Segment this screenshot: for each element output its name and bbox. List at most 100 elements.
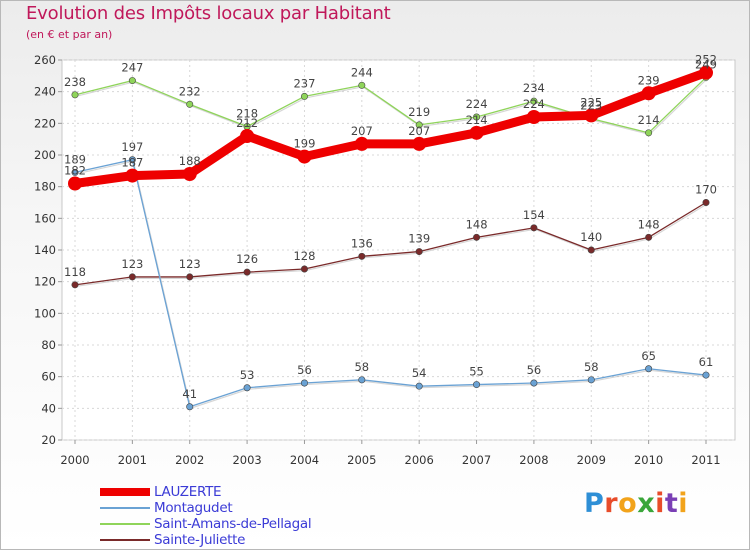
data-label-sainte-juliette: 148 [638,217,660,231]
data-label-saint-amans-de-pellagal: 234 [523,81,545,95]
y-tick-label: 260 [34,53,56,67]
data-point-saint-amans-de-pellagal [186,100,194,108]
data-label-lauzerte: 224 [523,97,545,111]
legend-swatch [100,539,150,541]
legend-item: Montagudet [100,500,360,516]
data-point-lauzerte [641,86,656,101]
chart-subtitle: (en € et par an) [26,28,113,41]
data-label-sainte-juliette: 128 [293,249,315,263]
chart-title: Evolution des Impôts locaux par Habitant [26,3,391,24]
data-point-montagudet [415,382,423,390]
legend-swatch [100,507,150,509]
data-point-sainte-juliette [186,273,194,281]
data-point-lauzerte [297,149,312,164]
data-point-montagudet [243,384,251,392]
x-tick-label: 2007 [462,453,491,467]
y-tick-label: 200 [34,148,56,162]
legend-swatch [100,523,150,525]
proxiti-logo: Proxiti [584,488,688,519]
data-point-saint-amans-de-pellagal [358,81,366,89]
logo-letter: t [664,488,679,519]
legend-label: Montagudet [154,500,233,516]
data-point-lauzerte [469,125,484,140]
x-tick-label: 2003 [232,453,261,467]
data-point-sainte-juliette [128,273,136,281]
y-tick-label: 160 [34,211,56,225]
data-label-sainte-juliette: 123 [121,257,143,271]
series-line-sainte-juliette [74,201,707,286]
data-label-sainte-juliette: 154 [523,208,545,222]
data-label-montagudet: 58 [584,360,599,374]
y-tick-label: 100 [34,306,56,320]
data-label-montagudet: 56 [527,363,542,377]
data-label-montagudet: 197 [121,140,143,154]
data-point-lauzerte [182,167,197,181]
data-label-lauzerte: 225 [580,95,602,109]
x-tick-label: 2005 [347,453,376,467]
data-label-lauzerte: 207 [351,124,373,138]
legend-label: LAUZERTE [154,484,222,500]
data-label-montagudet: 56 [297,363,312,377]
data-point-montagudet [645,365,653,373]
chart-legend: LAUZERTE Montagudet Saint-Amans-de-Pellaga… [100,484,360,548]
data-point-lauzerte [125,168,140,183]
data-label-montagudet: 58 [354,360,369,374]
data-point-montagudet [587,376,595,384]
data-label-sainte-juliette: 126 [236,252,258,266]
logo-letter: P [584,488,605,519]
data-label-montagudet: 61 [699,355,714,369]
data-label-saint-amans-de-pellagal: 218 [236,107,258,121]
x-tick-label: 2001 [118,453,147,467]
logo-letter: i [678,488,689,519]
x-tick-label: 2008 [519,453,548,467]
data-point-lauzerte [412,136,427,151]
y-tick-label: 180 [34,180,56,194]
data-point-sainte-juliette [473,233,481,241]
data-point-sainte-juliette [587,246,595,254]
data-point-saint-amans-de-pellagal [645,129,653,137]
data-point-montagudet [186,403,194,411]
y-tick-label: 140 [34,243,56,257]
legend-label: Saint-Amans-de-Pellagal [154,516,312,532]
data-point-saint-amans-de-pellagal [300,92,308,100]
data-point-saint-amans-de-pellagal [530,97,538,105]
x-tick-label: 2009 [577,453,606,467]
y-tick-label: 80 [41,338,56,352]
series-line-lauzerte [70,68,711,188]
data-point-saint-amans-de-pellagal [128,77,136,85]
data-label-montagudet: 53 [240,368,255,382]
data-label-montagudet: 54 [412,366,427,380]
data-point-montagudet [702,371,710,379]
data-label-lauzerte: 199 [293,137,315,151]
data-label-montagudet: 41 [182,387,197,401]
data-label-saint-amans-de-pellagal: 249 [695,57,717,71]
data-label-saint-amans-de-pellagal: 232 [179,84,201,98]
data-point-lauzerte [699,65,713,80]
data-point-lauzerte [354,136,369,151]
logo-letter: x [637,488,656,519]
data-point-lauzerte [526,110,541,124]
data-point-lauzerte [584,108,599,123]
data-label-lauzerte: 212 [236,116,258,130]
series-shadow-sainte-juliette [75,203,708,287]
data-label-saint-amans-de-pellagal: 247 [121,61,143,75]
data-label-lauzerte: 188 [179,154,201,168]
data-label-sainte-juliette: 148 [466,217,488,231]
data-label-montagudet: 189 [64,152,86,166]
data-label-sainte-juliette: 140 [580,230,602,244]
data-label-lauzerte: 252 [695,53,717,67]
legend-item: LAUZERTE [100,484,360,500]
data-label-lauzerte: 182 [64,164,86,178]
x-tick-label: 2006 [405,453,434,467]
y-tick-label: 60 [41,370,56,384]
series-line-montagudet [74,159,707,408]
data-point-sainte-juliette [530,224,538,232]
data-point-lauzerte [68,176,82,191]
data-label-lauzerte: 239 [638,73,660,87]
data-point-montagudet [71,168,79,176]
data-label-sainte-juliette: 118 [64,265,86,279]
data-label-saint-amans-de-pellagal: 224 [466,97,488,111]
data-label-lauzerte: 207 [408,124,430,138]
data-label-saint-amans-de-pellagal: 214 [638,113,660,127]
